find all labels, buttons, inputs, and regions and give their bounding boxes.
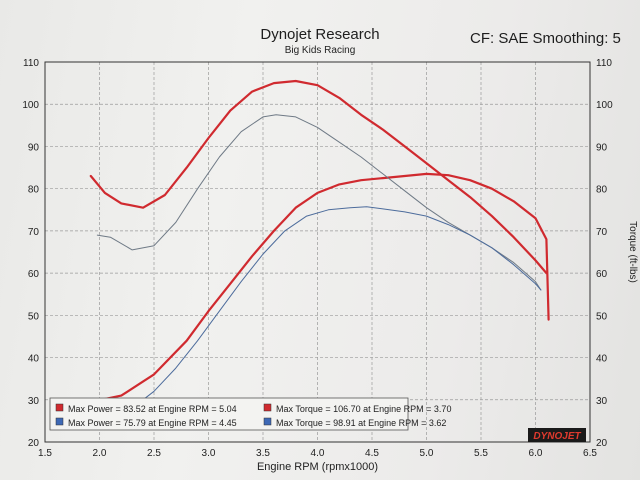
y-tick-label: 70: [28, 227, 40, 238]
plot-frame: [44, 61, 591, 443]
x-tick-label: 3.0: [202, 448, 216, 459]
y2-axis-label: Torque (ft-lbs): [627, 221, 638, 283]
y-tick-label: 60: [28, 269, 40, 280]
x-tick-label: 3.5: [256, 448, 270, 459]
axis-ticks: 1.5 2.0 2.5 3.0 3.5 4.0 4.5 5.0 5.5 6.0 6.52030405…: [22, 58, 613, 459]
y-tick-label: 110: [23, 58, 39, 69]
series-run-2-torque: [96, 114, 542, 291]
y2-tick-label: 100: [596, 100, 613, 111]
legend-swatch: [263, 403, 272, 412]
y2-tick-label: 70: [596, 227, 608, 238]
chart-subtitle: Big Kids Racing: [284, 45, 356, 56]
legend-box: [49, 397, 409, 431]
y-tick-label: 20: [28, 438, 40, 449]
y2-tick-label: 110: [596, 58, 612, 69]
legend-swatch: [263, 417, 272, 426]
legend-swatch: [55, 417, 64, 426]
legend-entry: Max Torque = 106.70 at Engine RPM = 3.70: [276, 404, 451, 414]
grid: [44, 61, 591, 443]
legend-entry: Max Power = 83.52 at Engine RPM = 5.04: [68, 404, 237, 414]
y2-tick-label: 80: [596, 185, 608, 196]
correction-factor-label: CF: SAE Smoothing: 5: [470, 30, 621, 47]
chart-title: Dynojet Research: [260, 26, 380, 43]
x-axis-label: Engine RPM (rpmx1000): [257, 461, 378, 473]
series-run-1-power: [89, 172, 550, 403]
y2-tick-label: 30: [596, 396, 608, 407]
y2-tick-label: 40: [596, 354, 608, 365]
x-tick-label: 5.5: [474, 448, 488, 459]
legend-swatch: [55, 403, 64, 412]
logo-box: [528, 428, 586, 442]
y-tick-label: 30: [28, 396, 40, 407]
x-tick-label: 4.5: [365, 448, 379, 459]
series-run-1-torque: [89, 79, 548, 275]
y2-tick-label: 90: [596, 142, 608, 153]
legend-entry: Max Torque = 98.91 at Engine RPM = 3.62: [276, 418, 446, 428]
dynojet-logo: DYNOJET: [528, 428, 586, 442]
y2-tick-label: 50: [596, 311, 608, 322]
x-tick-label: 1.5: [38, 448, 52, 459]
y2-tick-label: 60: [596, 269, 608, 280]
legend-entry: Max Power = 75.79 at Engine RPM = 4.45: [68, 418, 237, 428]
series-group: [89, 79, 550, 418]
y-tick-label: 90: [28, 142, 40, 153]
logo-text: DYNOJET: [533, 431, 581, 442]
series-run-2-power: [104, 206, 542, 418]
x-tick-label: 5.0: [420, 448, 434, 459]
y2-tick-label: 20: [596, 438, 608, 449]
y-tick-label: 40: [28, 354, 40, 365]
y-tick-label: 100: [22, 100, 39, 111]
x-tick-label: 2.5: [147, 448, 161, 459]
y-tick-label: 80: [28, 185, 40, 196]
y-tick-label: 50: [28, 311, 40, 322]
x-tick-label: 6.0: [529, 448, 543, 459]
x-tick-label: 6.5: [583, 448, 597, 459]
legend: Max Power = 83.52 at Engine RPM = 5.04 Ma…: [49, 397, 451, 431]
x-tick-label: 2.0: [93, 448, 107, 459]
x-tick-label: 4.0: [311, 448, 325, 459]
